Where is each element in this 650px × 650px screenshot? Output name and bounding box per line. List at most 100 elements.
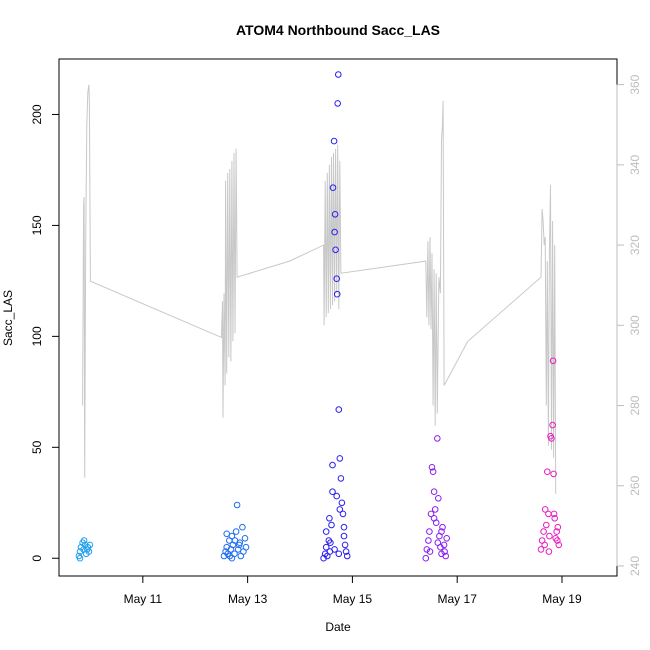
data-point <box>333 290 341 298</box>
data-point <box>550 510 558 518</box>
y2-tick-label: 260 <box>628 475 642 495</box>
data-point <box>541 506 549 513</box>
secondary-line-layer <box>82 84 557 494</box>
data-point <box>339 510 347 518</box>
data-point <box>331 228 338 236</box>
data-point <box>335 71 342 78</box>
data-point <box>84 546 91 553</box>
data-point <box>441 548 448 555</box>
y-axis-label: Sacc_LAS <box>1 290 15 346</box>
data-point <box>442 552 450 560</box>
y2-tick-label: 360 <box>628 74 642 94</box>
data-point <box>554 523 562 531</box>
data-point <box>550 470 557 478</box>
data-point <box>342 548 350 555</box>
data-point <box>80 537 88 544</box>
data-point <box>331 211 339 218</box>
data-point <box>443 535 451 542</box>
data-point <box>428 464 436 471</box>
data-point <box>429 468 437 476</box>
data-point <box>235 541 243 549</box>
data-point <box>337 475 345 482</box>
data-point <box>328 521 335 529</box>
data-point <box>553 528 561 535</box>
y-axis: 0 50 100 150 200 <box>30 104 60 562</box>
data-point <box>541 541 549 549</box>
data-point <box>223 530 230 538</box>
data-point <box>76 548 84 555</box>
y2-tick-label: 340 <box>628 155 642 175</box>
x-axis-label: Date <box>325 620 351 634</box>
data-point <box>549 421 556 429</box>
y-tick-label: 100 <box>30 326 44 346</box>
data-point <box>336 455 344 462</box>
data-point <box>228 532 236 540</box>
y2-tick-label: 280 <box>628 395 642 415</box>
data-point <box>422 554 430 562</box>
y2-tick-label: 300 <box>628 315 642 335</box>
data-point <box>430 515 438 522</box>
data-point <box>440 541 448 549</box>
data-point <box>336 506 344 513</box>
data-point <box>430 488 438 496</box>
x-axis: May 11 May 13 May 15 May 17 May 19 <box>124 575 582 606</box>
data-point <box>546 532 553 540</box>
data-point <box>425 537 432 544</box>
data-point <box>322 528 330 535</box>
data-point <box>426 548 434 555</box>
data-point <box>241 535 249 542</box>
data-point <box>330 137 338 145</box>
data-point <box>548 435 555 442</box>
data-point <box>551 515 559 522</box>
data-point <box>435 495 442 502</box>
data-point <box>233 501 241 509</box>
data-point <box>329 461 336 469</box>
data-point <box>332 246 339 254</box>
data-point <box>554 537 561 544</box>
y-tick-label: 150 <box>30 215 44 235</box>
data-point <box>341 541 349 549</box>
secondary-line-series <box>82 84 557 494</box>
y-tick-label: 0 <box>30 555 44 562</box>
data-point <box>242 543 250 551</box>
data-point <box>335 550 343 558</box>
data-point <box>329 184 337 191</box>
data-point <box>426 528 433 535</box>
data-point <box>333 492 341 500</box>
x-tick-label: May 19 <box>542 592 582 606</box>
data-point <box>322 543 330 551</box>
chart-title: ATOM4 Northbound Sacc_LAS <box>236 22 440 38</box>
data-point <box>222 548 229 555</box>
data-point <box>340 532 348 540</box>
data-point <box>438 528 445 535</box>
data-point <box>231 537 239 544</box>
data-point <box>334 100 342 107</box>
y-tick-label: 50 <box>30 440 44 454</box>
data-point <box>537 546 545 553</box>
data-point <box>224 550 231 558</box>
data-point <box>431 506 439 513</box>
data-point <box>228 554 236 562</box>
data-point <box>549 357 557 365</box>
data-point <box>76 554 84 562</box>
y2-tick-label: 320 <box>628 235 642 255</box>
data-point <box>340 523 348 531</box>
x-tick-label: May 13 <box>228 592 268 606</box>
data-point <box>434 435 441 442</box>
scatter-points-layer <box>75 71 563 562</box>
data-point <box>333 275 341 283</box>
data-point <box>331 546 338 553</box>
x-tick-label: May 11 <box>124 592 163 606</box>
data-point <box>232 528 240 535</box>
data-point <box>338 499 346 507</box>
data-point <box>335 406 343 413</box>
data-point <box>329 488 336 496</box>
data-point <box>439 523 446 531</box>
data-point <box>239 523 246 531</box>
data-point <box>226 552 234 560</box>
x-tick-label: May 17 <box>438 592 478 606</box>
data-point <box>544 468 551 476</box>
data-point <box>427 510 435 518</box>
data-point <box>555 541 563 549</box>
x-tick-label: May 15 <box>333 592 373 606</box>
